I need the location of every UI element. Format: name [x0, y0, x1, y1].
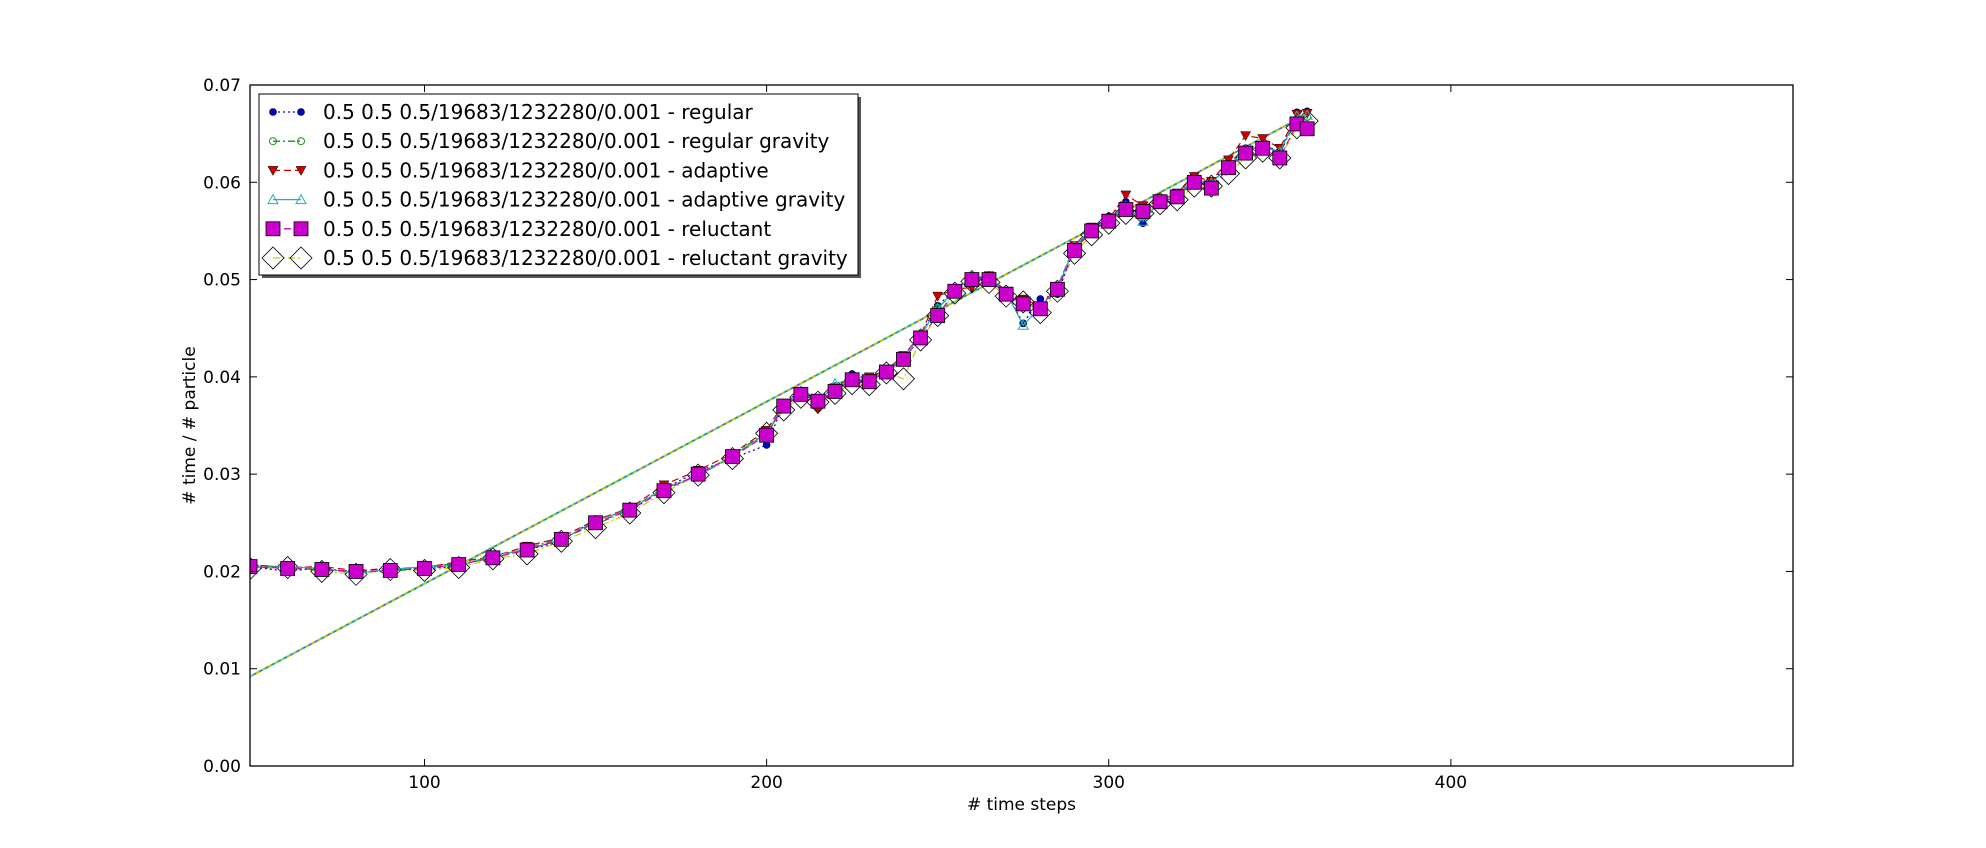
legend-label: 0.5 0.5 0.5/19683/1232280/0.001 - reluct…	[323, 217, 771, 241]
x-tick-label: 100	[408, 773, 440, 793]
data-point	[588, 515, 603, 531]
data-point	[844, 372, 860, 388]
data-point	[690, 466, 706, 482]
data-point	[878, 364, 894, 380]
legend-marker	[295, 166, 307, 176]
x-tick-label: 300	[1093, 773, 1125, 793]
legend-marker	[267, 193, 279, 205]
x-tick-label: 200	[750, 773, 782, 793]
x-tick-label: 400	[1435, 773, 1467, 793]
data-point	[891, 367, 916, 391]
data-point	[759, 427, 775, 443]
data-point	[382, 563, 398, 578]
data-point	[1050, 281, 1065, 297]
legend-label: 0.5 0.5 0.5/19683/1232280/0.001 - regula…	[323, 129, 829, 153]
legend-label: 0.5 0.5 0.5/19683/1232280/0.001 - regula…	[323, 100, 754, 124]
legend-marker	[267, 166, 279, 176]
data-point	[553, 531, 569, 547]
data-point	[348, 564, 364, 579]
legend-marker	[289, 246, 313, 270]
data-point	[1186, 174, 1202, 190]
data-point	[656, 483, 672, 499]
plot-area	[250, 107, 1319, 678]
legend-label: 0.5 0.5 0.5/19683/1232280/0.001 - adapti…	[323, 188, 845, 212]
y-tick-label: 0.01	[203, 660, 241, 680]
data-point	[250, 559, 258, 574]
legend-label: 0.5 0.5 0.5/19683/1232280/0.001 - reluct…	[323, 246, 848, 270]
legend-label: 0.5 0.5 0.5/19683/1232280/0.001 - adapti…	[323, 158, 769, 182]
axis-ticks: 100 200 300 400 0.00 0.01 0.02 0.03 0.04 0.05 0.06…	[203, 76, 1793, 793]
data-point	[1257, 134, 1269, 145]
data-point	[1240, 131, 1252, 142]
data-point	[622, 502, 638, 518]
data-point	[1084, 223, 1100, 239]
y-tick-label: 0.07	[203, 76, 241, 96]
x-axis-label: # time steps	[967, 795, 1076, 815]
data-point	[1101, 213, 1117, 229]
legend-marker	[269, 108, 277, 116]
data-point	[1067, 242, 1082, 258]
data-point	[1272, 150, 1288, 166]
legend: 0.5 0.5 0.5/19683/1232280/0.001 - regula…	[258, 93, 861, 278]
y-axis-label: # time / # particle	[180, 346, 200, 504]
data-point	[861, 374, 877, 390]
legend-marker	[269, 137, 277, 146]
data-point	[1169, 189, 1185, 205]
data-point	[947, 283, 963, 299]
data-point	[913, 330, 928, 346]
data-point	[280, 561, 296, 576]
legend-box	[258, 93, 859, 276]
y-tick-label: 0.04	[203, 368, 241, 388]
data-point	[1137, 215, 1149, 226]
data-point	[485, 550, 501, 566]
data-point	[932, 291, 944, 302]
legend-marker	[295, 193, 307, 205]
data-point	[1015, 296, 1031, 312]
legend-marker	[297, 108, 305, 116]
data-point	[314, 562, 330, 577]
data-point	[1221, 160, 1236, 176]
data-point	[827, 384, 843, 399]
data-point	[896, 351, 911, 367]
data-point	[417, 561, 432, 576]
data-point	[1152, 194, 1168, 210]
data-point	[1017, 319, 1030, 330]
legend-marker	[265, 221, 281, 237]
axes-frame	[249, 84, 1794, 767]
data-point	[1255, 140, 1271, 156]
data-point	[1118, 202, 1134, 217]
data-point	[519, 542, 535, 558]
data-point	[981, 272, 997, 287]
legend-marker	[261, 246, 285, 270]
legend-marker	[297, 137, 305, 146]
data-point	[1301, 109, 1314, 120]
data-point	[930, 308, 946, 323]
data-point	[725, 449, 740, 465]
data-point	[1203, 180, 1219, 196]
data-point	[451, 557, 467, 573]
data-point	[793, 386, 809, 402]
y-tick-label: 0.00	[203, 757, 241, 777]
legend-marker	[293, 221, 309, 237]
y-tick-label: 0.03	[203, 465, 241, 485]
data-point	[1135, 204, 1151, 219]
y-tick-label: 0.06	[203, 173, 241, 193]
data-point	[776, 398, 792, 414]
data-point	[1120, 190, 1132, 201]
y-tick-label: 0.02	[203, 562, 241, 582]
y-tick-label: 0.05	[203, 271, 241, 291]
data-point	[998, 286, 1014, 302]
data-point	[1299, 121, 1315, 137]
data-point	[964, 272, 980, 287]
data-point	[1238, 145, 1253, 161]
series-4	[250, 116, 1315, 579]
data-point	[1032, 301, 1048, 317]
data-point	[810, 393, 826, 409]
